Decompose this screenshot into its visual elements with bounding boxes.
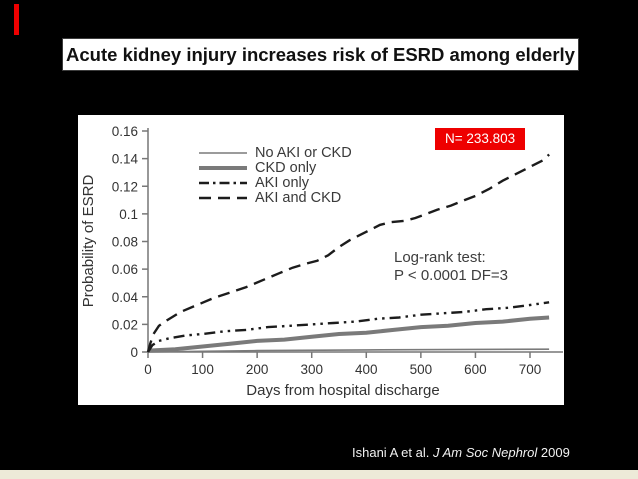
- chart-panel: 0 0.02 0.04 0.06 0.08 0.1 0.12 0.14 0.16 0 100 200 3…: [78, 115, 564, 405]
- bottom-accent-band: [0, 470, 638, 479]
- legend-label: AKI and CKD: [255, 189, 342, 206]
- legend-label: CKD only: [255, 159, 317, 176]
- legend-label: No AKI or CKD: [255, 144, 352, 161]
- svg-text:200: 200: [246, 362, 269, 377]
- svg-text:100: 100: [191, 362, 214, 377]
- svg-text:0.04: 0.04: [112, 290, 139, 305]
- legend-item-aki-and-ckd: AKI and CKD: [198, 189, 352, 206]
- svg-text:300: 300: [300, 362, 323, 377]
- legend-item-ckd-only: CKD only: [198, 159, 352, 176]
- sample-size-badge: N= 233.803: [435, 128, 526, 150]
- svg-text:0.1: 0.1: [119, 207, 138, 222]
- svg-text:500: 500: [410, 362, 433, 377]
- red-accent-bar: [14, 4, 19, 35]
- legend-label: AKI only: [255, 174, 309, 191]
- svg-text:Probability of ESRD: Probability of ESRD: [80, 175, 97, 308]
- citation-journal: J Am Soc Nephrol: [432, 445, 538, 460]
- svg-text:0.16: 0.16: [112, 124, 138, 139]
- svg-text:0.12: 0.12: [112, 179, 138, 194]
- citation-authors: Ishani A et al.: [352, 445, 430, 460]
- svg-text:0.08: 0.08: [112, 235, 138, 250]
- logrank-annotation: Log-rank test: P < 0.0001 DF=3: [394, 249, 508, 284]
- chart-legend: No AKI or CKD CKD only AKI only AKI and …: [198, 144, 352, 206]
- svg-text:400: 400: [355, 362, 378, 377]
- svg-text:0.14: 0.14: [112, 152, 139, 167]
- logrank-line1: Log-rank test:: [394, 249, 486, 266]
- title-box: Acute kidney injury increases risk of ES…: [62, 38, 579, 71]
- logrank-line2: P < 0.0001 DF=3: [394, 266, 508, 284]
- citation: Ishani A et al. J Am Soc Nephrol 2009: [352, 445, 570, 460]
- legend-item-aki-only: AKI only: [198, 174, 352, 191]
- citation-year: 2009: [540, 445, 570, 460]
- svg-text:0.02: 0.02: [112, 317, 138, 332]
- legend-item-no-aki-or-ckd: No AKI or CKD: [198, 144, 352, 161]
- legend-line-sample: [199, 181, 247, 184]
- svg-text:0: 0: [130, 345, 138, 360]
- esrd-probability-chart: 0 0.02 0.04 0.06 0.08 0.1 0.12 0.14 0.16 0 100 200 3…: [80, 124, 563, 399]
- svg-text:700: 700: [519, 362, 542, 377]
- svg-text:0: 0: [144, 362, 152, 377]
- svg-text:600: 600: [464, 362, 487, 377]
- legend-line-sample: [199, 151, 247, 154]
- svg-text:Days from hospital discharge: Days from hospital discharge: [246, 382, 439, 399]
- legend-line-sample: [199, 196, 247, 199]
- svg-text:0.06: 0.06: [112, 262, 138, 277]
- page-title: Acute kidney injury increases risk of ES…: [66, 43, 575, 65]
- legend-line-sample: [199, 165, 247, 170]
